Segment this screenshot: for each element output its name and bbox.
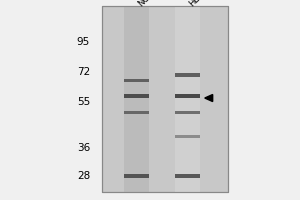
Text: 95: 95 — [77, 37, 90, 47]
Text: 28: 28 — [77, 171, 90, 181]
Bar — [175, 73, 200, 77]
Bar — [124, 111, 149, 114]
Bar — [175, 111, 200, 114]
Polygon shape — [205, 95, 213, 102]
Text: 72: 72 — [77, 67, 90, 77]
Text: 36: 36 — [77, 143, 90, 153]
Text: NCI-H460: NCI-H460 — [136, 0, 171, 8]
Bar — [102, 6, 228, 192]
Bar — [124, 79, 149, 82]
Bar — [124, 174, 149, 178]
Bar — [124, 6, 149, 192]
Bar — [175, 135, 200, 138]
Bar — [175, 6, 200, 192]
Text: 55: 55 — [77, 97, 90, 107]
Text: HL-60: HL-60 — [188, 0, 211, 8]
Bar — [124, 94, 149, 98]
Bar — [175, 94, 200, 98]
Bar — [102, 6, 228, 192]
Bar — [175, 174, 200, 178]
